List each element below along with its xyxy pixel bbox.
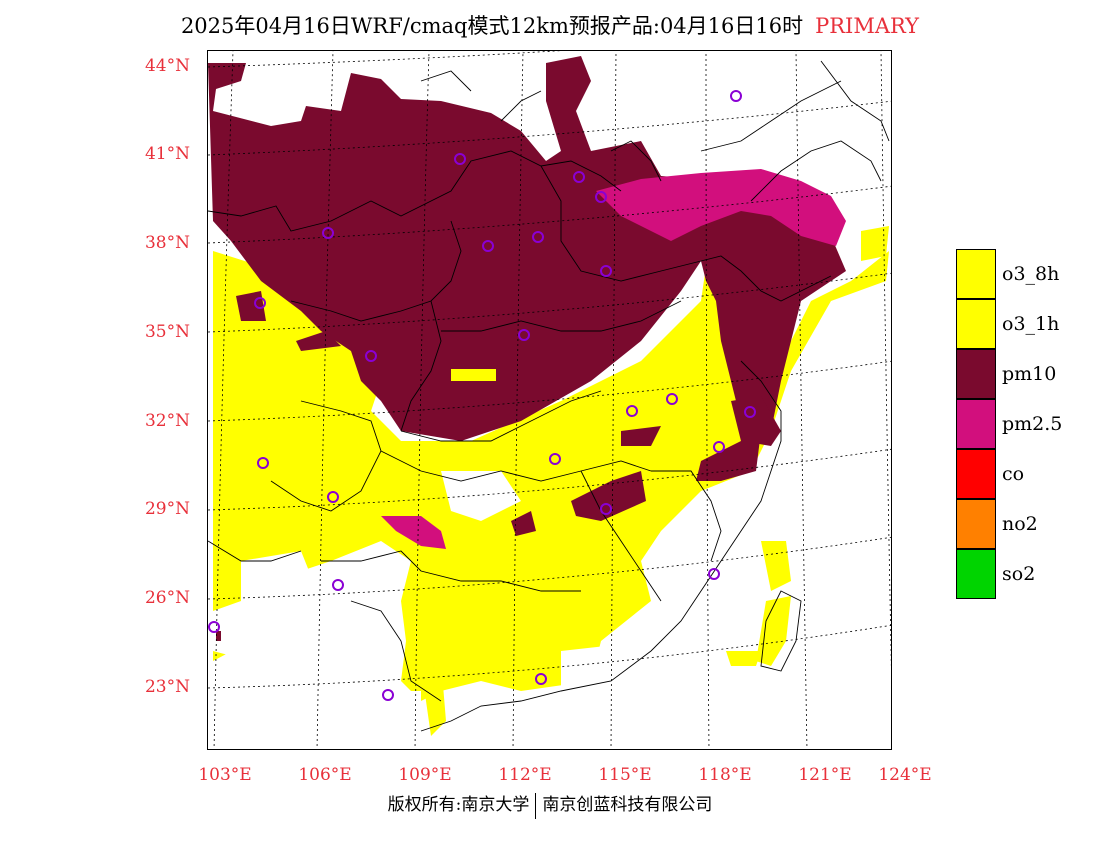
- legend-swatch-o3-1h: [956, 298, 996, 349]
- legend-swatch-no2: [956, 498, 996, 549]
- clean-areas: [213, 471, 651, 749]
- copyright: 版权所有:南京大学 南京创蓝科技有限公司: [0, 790, 1100, 819]
- legend-label-o3-8h: o3_8h: [1002, 263, 1060, 285]
- legend-item-o3-8h: o3_8h: [956, 248, 1062, 299]
- legend-label-co: co: [1002, 463, 1025, 485]
- legend-label-so2: so2: [1002, 563, 1036, 585]
- legend-item-o3-1h: o3_1h: [956, 298, 1062, 349]
- legend-swatch-pm25: [956, 398, 996, 449]
- legend-swatch-co: [956, 448, 996, 499]
- lat-label-23: 23°N: [144, 677, 190, 697]
- legend-label-o3-1h: o3_1h: [1002, 313, 1060, 335]
- legend: o3_8h o3_1h pm10 pm2.5 co no2 so2: [956, 248, 1063, 599]
- lat-label-32: 32°N: [144, 411, 190, 431]
- pm25-region: [381, 169, 846, 549]
- legend-label-no2: no2: [1002, 513, 1038, 535]
- legend-swatch-pm10: [956, 348, 996, 399]
- lon-label-118: 118°E: [698, 765, 752, 785]
- pm10-region: [208, 56, 846, 641]
- lon-label-121: 121°E: [798, 765, 852, 785]
- title-main: 2025年04月16日WRF/cmaq模式12km预报产品:04月16日16时: [180, 14, 804, 38]
- copyright-right: 南京创蓝科技有限公司: [542, 795, 713, 815]
- lon-label-115: 115°E: [598, 765, 652, 785]
- copyright-divider: [535, 792, 537, 819]
- map-canvas: [208, 51, 891, 749]
- lon-label-124: 124°E: [878, 765, 932, 785]
- lon-label-109: 109°E: [398, 765, 452, 785]
- legend-item-so2: so2: [956, 548, 1062, 599]
- copyright-left: 版权所有:南京大学: [387, 795, 530, 815]
- legend-item-pm10: pm10: [956, 348, 1062, 399]
- lon-label-103: 103°E: [198, 765, 252, 785]
- lat-label-29: 29°N: [144, 499, 190, 519]
- lon-label-112: 112°E: [498, 765, 552, 785]
- lat-label-44: 44°N: [144, 56, 190, 76]
- legend-swatch-o3-8h: [956, 248, 996, 299]
- lat-label-35: 35°N: [144, 322, 190, 342]
- legend-item-co: co: [956, 448, 1062, 499]
- lat-label-41: 41°N: [144, 144, 190, 164]
- lon-label-106: 106°E: [298, 765, 352, 785]
- legend-item-no2: no2: [956, 498, 1062, 549]
- forecast-map: [207, 50, 892, 750]
- title-tag: PRIMARY: [815, 14, 920, 38]
- legend-label-pm25: pm2.5: [1002, 413, 1063, 435]
- lat-label-38: 38°N: [144, 233, 190, 253]
- map-title: 2025年04月16日WRF/cmaq模式12km预报产品:04月16日16时 P…: [0, 10, 1100, 40]
- legend-swatch-so2: [956, 548, 996, 599]
- legend-item-pm25: pm2.5: [956, 398, 1063, 449]
- legend-label-pm10: pm10: [1002, 363, 1057, 385]
- boundaries: [208, 60, 890, 732]
- lat-label-26: 26°N: [144, 588, 190, 608]
- stations: [208, 90, 756, 701]
